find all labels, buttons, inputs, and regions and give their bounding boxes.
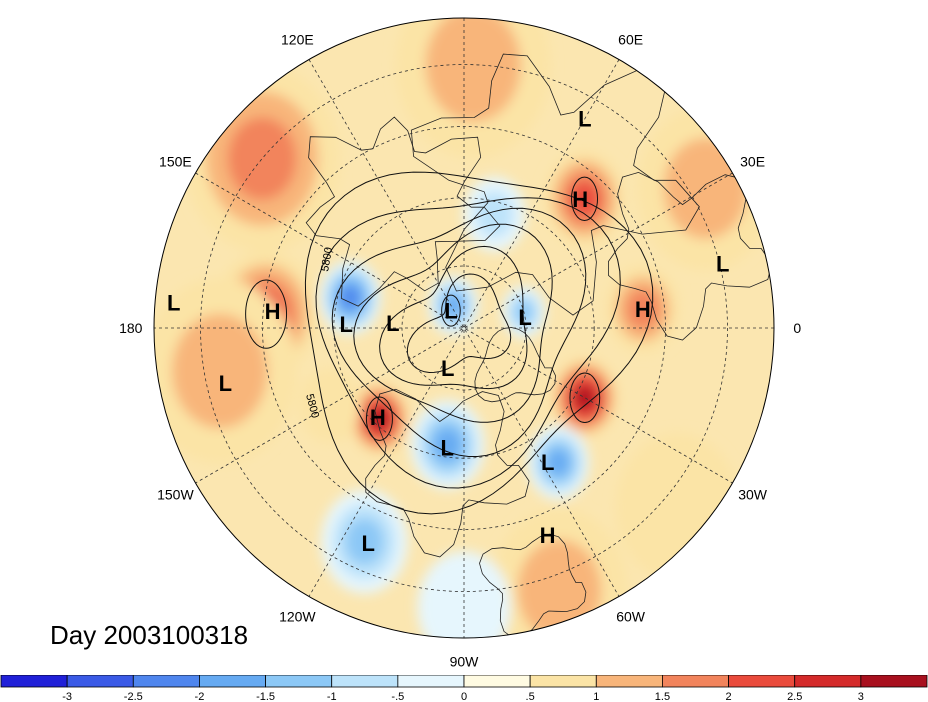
colorbar-tick-label: -2 bbox=[195, 691, 205, 702]
high-pressure-label: H bbox=[370, 405, 386, 430]
low-pressure-label: L bbox=[518, 305, 531, 330]
low-pressure-label: L bbox=[440, 436, 453, 461]
longitude-label: 30W bbox=[738, 487, 768, 503]
longitude-label: 120E bbox=[281, 31, 314, 47]
longitude-label: 150E bbox=[159, 153, 192, 169]
low-pressure-label: L bbox=[441, 356, 454, 381]
colorbar-box bbox=[794, 675, 862, 688]
longitude-label: 150W bbox=[157, 487, 194, 503]
closed-contour bbox=[441, 294, 461, 327]
graticule bbox=[154, 18, 774, 638]
colorbar-tick-label: 0 bbox=[461, 691, 467, 702]
colorbar-box bbox=[66, 675, 134, 688]
colorbar-tick-label: 2 bbox=[726, 691, 732, 702]
colorbar-box bbox=[529, 675, 597, 688]
low-pressure-label: L bbox=[541, 450, 554, 475]
contour-label-5800-a: 5800 bbox=[319, 246, 335, 272]
anomaly-blob bbox=[475, 191, 514, 238]
longitude-label: 0 bbox=[793, 320, 801, 336]
anomaly-blob bbox=[547, 449, 570, 476]
colorbar-tick-label: -1 bbox=[327, 691, 337, 702]
anomaly-blob bbox=[615, 432, 740, 582]
low-pressure-label: L bbox=[444, 299, 457, 324]
closed-contour bbox=[570, 176, 599, 221]
low-pressure-label: L bbox=[361, 531, 374, 556]
colorbar-box bbox=[860, 675, 928, 688]
landmass-outline bbox=[474, 327, 556, 403]
meridian-line bbox=[195, 172, 733, 484]
high-pressure-label: H bbox=[265, 299, 281, 324]
high-pressure-label: H bbox=[540, 523, 556, 548]
longitude-labels: 90E 60E 30E 0 30W 60W 90W 120W 150W 180 150E 120E bbox=[119, 0, 801, 669]
high-pressure-label: H bbox=[635, 297, 651, 322]
colorbar-tick-label: 2.5 bbox=[787, 691, 802, 702]
colorbar-tick-label: 3 bbox=[858, 691, 864, 702]
longitude-label: 180 bbox=[119, 320, 143, 336]
low-pressure-label: L bbox=[386, 311, 399, 336]
anomaly-blob bbox=[626, 289, 660, 330]
colorbar: -3 -2.5 -2 -1.5 -1 -.5 0 .5 1 1.5 2 2.5 3 bbox=[0, 675, 928, 702]
low-pressure-label: L bbox=[578, 107, 591, 132]
colorbar-tick-label: -.5 bbox=[391, 691, 404, 702]
closed-contour bbox=[245, 279, 288, 349]
anomaly-blob bbox=[570, 181, 599, 216]
meridian-line bbox=[308, 59, 620, 597]
longitude-label: 90E bbox=[452, 0, 477, 3]
closed-contour bbox=[569, 372, 601, 424]
longitude-label: 60W bbox=[616, 609, 646, 625]
low-pressure-label: L bbox=[219, 371, 232, 396]
low-pressure-label: L bbox=[340, 312, 353, 337]
anomaly-blob bbox=[434, 429, 461, 461]
high-pressure-label: H bbox=[572, 187, 588, 212]
closed-contour bbox=[365, 396, 393, 441]
colorbar-tick-label: -3 bbox=[62, 691, 72, 702]
polar-map: L H L H L H L L L L L L H L L L H 90E 60E 30E 0 30W 60W 90W 120… bbox=[119, 0, 801, 669]
colorbar-tick-label: 1.5 bbox=[655, 691, 670, 702]
longitude-label: 120W bbox=[279, 609, 316, 625]
colorbar-tick-label: -1.5 bbox=[256, 691, 275, 702]
anomaly-blob bbox=[345, 518, 384, 565]
meridian-line bbox=[308, 59, 620, 597]
colorbar-box bbox=[265, 675, 333, 688]
anomaly-blob bbox=[341, 286, 360, 309]
colorbar-box bbox=[662, 675, 729, 688]
low-pressure-label: L bbox=[716, 252, 729, 277]
colorbar-box bbox=[397, 675, 465, 688]
anomaly-field bbox=[154, 18, 774, 638]
low-pressure-label: L bbox=[167, 291, 180, 316]
colorbar-box bbox=[132, 675, 200, 688]
meridian-line bbox=[195, 172, 733, 484]
colorbar-box bbox=[728, 675, 796, 688]
colorbar-box bbox=[199, 675, 266, 688]
anomaly-blob bbox=[172, 313, 268, 429]
landmass-outline bbox=[479, 533, 587, 638]
latitude-circle bbox=[200, 64, 728, 592]
colorbar-tick-label: .5 bbox=[526, 691, 535, 702]
anomaly-blob bbox=[227, 117, 297, 200]
pressure-centers: L H L H L H L L L L L L H L L L H bbox=[167, 107, 729, 557]
longitude-label: 60E bbox=[618, 31, 643, 47]
anomaly-blob bbox=[517, 539, 602, 638]
landmass-outline bbox=[305, 116, 501, 307]
colorbar-tick-label: 1 bbox=[593, 691, 599, 702]
longitude-label: 90W bbox=[450, 653, 480, 669]
colorbar-tick-label: -2.5 bbox=[124, 691, 143, 702]
day-title: Day 2003100318 bbox=[50, 620, 249, 650]
colorbar-box bbox=[595, 675, 663, 688]
longitude-label: 30E bbox=[740, 153, 765, 169]
colorbar-box bbox=[463, 675, 531, 688]
map-border bbox=[153, 17, 775, 639]
colorbar-box bbox=[331, 675, 399, 688]
anomaly-blob bbox=[576, 387, 594, 408]
colorbar-box bbox=[0, 675, 68, 688]
